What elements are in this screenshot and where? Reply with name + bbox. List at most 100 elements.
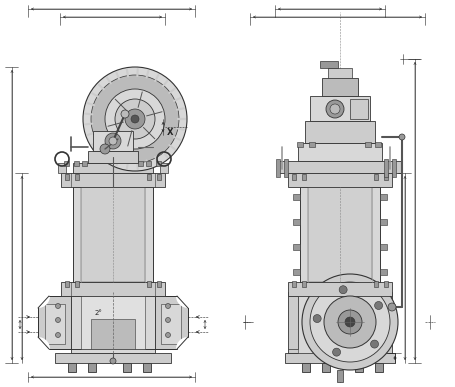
Text: 2°: 2°	[95, 310, 103, 316]
Bar	[321, 78, 357, 96]
Bar	[284, 353, 394, 363]
Bar	[291, 281, 295, 287]
Bar	[143, 363, 151, 372]
Bar	[275, 159, 279, 177]
Bar	[293, 244, 299, 250]
Bar	[379, 269, 386, 275]
Bar	[299, 187, 379, 282]
Bar	[65, 281, 69, 287]
Circle shape	[26, 284, 50, 308]
Bar	[391, 159, 395, 177]
Bar	[379, 219, 386, 225]
Bar	[379, 194, 386, 200]
Circle shape	[374, 301, 382, 310]
Bar	[138, 161, 143, 166]
Circle shape	[324, 296, 375, 348]
Bar	[383, 159, 387, 177]
Circle shape	[398, 134, 404, 140]
Bar	[364, 142, 370, 147]
Circle shape	[165, 317, 170, 322]
Circle shape	[131, 115, 139, 123]
Circle shape	[105, 133, 121, 149]
Bar	[288, 296, 298, 349]
Bar	[309, 96, 369, 121]
Circle shape	[370, 340, 378, 348]
Bar	[81, 294, 145, 349]
Circle shape	[109, 137, 117, 145]
Bar	[73, 187, 153, 282]
Circle shape	[301, 274, 397, 370]
Circle shape	[91, 75, 179, 163]
Circle shape	[325, 100, 343, 118]
Bar	[383, 281, 387, 287]
Bar	[58, 163, 66, 173]
Bar	[157, 281, 161, 287]
Circle shape	[83, 67, 187, 171]
Bar	[373, 174, 377, 180]
Bar	[61, 282, 165, 296]
Circle shape	[332, 348, 340, 356]
Bar	[91, 319, 135, 349]
Circle shape	[309, 282, 389, 362]
Bar	[68, 363, 76, 372]
Bar	[75, 174, 79, 180]
Bar	[61, 173, 165, 187]
Bar	[293, 219, 299, 225]
Circle shape	[100, 144, 110, 154]
Bar	[374, 363, 382, 372]
Bar	[71, 292, 155, 353]
Bar	[64, 161, 69, 166]
Text: X: X	[167, 128, 173, 137]
Bar	[354, 363, 362, 372]
Bar	[65, 174, 69, 180]
Bar	[293, 269, 299, 275]
Bar	[160, 163, 167, 173]
Circle shape	[125, 109, 145, 129]
Bar	[301, 281, 305, 287]
Circle shape	[165, 303, 170, 308]
Bar	[308, 142, 314, 147]
Bar	[298, 292, 381, 353]
Circle shape	[387, 303, 395, 311]
Bar	[336, 370, 342, 382]
Bar	[301, 363, 309, 372]
Bar	[301, 174, 305, 180]
Circle shape	[56, 317, 61, 322]
Bar	[156, 161, 161, 166]
Bar	[298, 143, 381, 161]
Bar	[55, 353, 171, 363]
Circle shape	[121, 110, 129, 118]
Bar	[146, 161, 151, 166]
Bar	[307, 187, 371, 282]
Circle shape	[344, 317, 354, 327]
Circle shape	[105, 89, 165, 149]
Circle shape	[26, 337, 50, 361]
Bar	[319, 61, 337, 68]
Circle shape	[313, 315, 320, 322]
Bar	[88, 363, 96, 372]
Bar	[288, 173, 391, 187]
Circle shape	[176, 284, 200, 308]
Bar	[373, 281, 377, 287]
Bar	[45, 304, 65, 344]
Bar	[161, 304, 181, 344]
Bar	[73, 163, 153, 173]
Bar	[74, 161, 79, 166]
Bar	[321, 363, 329, 372]
Bar	[296, 142, 302, 147]
Bar	[147, 281, 151, 287]
Bar	[383, 174, 387, 180]
Bar	[278, 161, 401, 173]
Circle shape	[56, 303, 61, 308]
Circle shape	[56, 332, 61, 337]
Bar	[288, 282, 391, 296]
Bar	[123, 363, 131, 372]
Bar	[293, 194, 299, 200]
Bar	[298, 292, 381, 353]
Circle shape	[329, 104, 339, 114]
Bar	[147, 174, 151, 180]
Bar	[327, 68, 351, 78]
Bar	[93, 131, 133, 151]
Bar	[155, 296, 187, 349]
Bar	[157, 174, 161, 180]
